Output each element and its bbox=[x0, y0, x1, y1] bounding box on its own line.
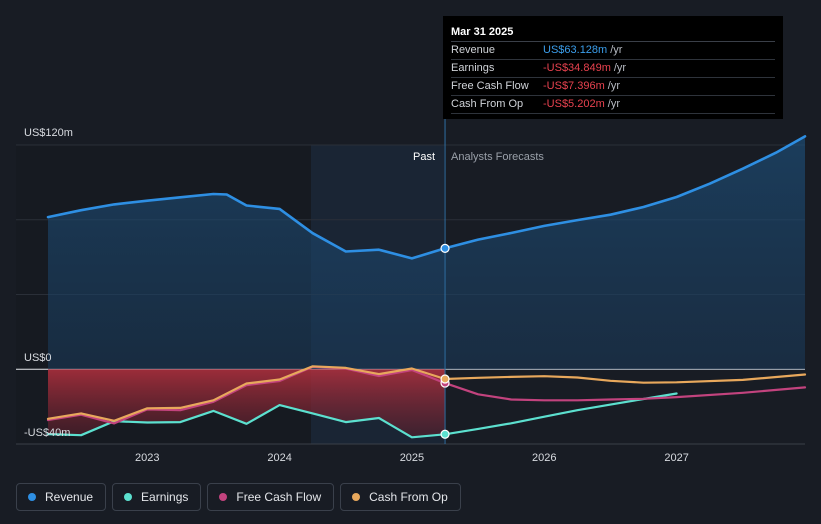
past-label: Past bbox=[413, 151, 435, 163]
legend-label: Cash From Op bbox=[369, 490, 448, 504]
cash-from-op-line bbox=[46, 365, 807, 422]
series-markers bbox=[440, 243, 450, 439]
negative-earnings-area bbox=[48, 369, 445, 438]
tooltip-label: Revenue bbox=[451, 44, 496, 56]
legend-label: Free Cash Flow bbox=[236, 490, 322, 504]
tooltip-unit: /yr bbox=[613, 62, 627, 74]
tooltip-value: -US$34.849m bbox=[543, 62, 611, 74]
data-tooltip: Mar 31 2025 Revenue US$63.128m /yr Earni… bbox=[443, 16, 783, 119]
free-cash-flow-dot-icon bbox=[219, 493, 228, 501]
chart-legend: Revenue Earnings Free Cash Flow Cash Fro… bbox=[16, 483, 461, 511]
earnings-marker bbox=[440, 429, 450, 439]
revenue-dot-icon bbox=[28, 493, 36, 501]
y-label-bottom: -US$40m bbox=[24, 427, 70, 439]
legend-item-free-cash-flow[interactable]: Free Cash Flow bbox=[207, 483, 335, 511]
free-cash-flow-line bbox=[46, 365, 807, 425]
legend-label: Earnings bbox=[141, 490, 189, 504]
tooltip-row-cash-from-op: Cash From Op -US$5.202m /yr bbox=[451, 96, 775, 114]
tooltip-date: Mar 31 2025 bbox=[451, 24, 775, 42]
legend-label: Revenue bbox=[45, 490, 94, 504]
tooltip-label: Free Cash Flow bbox=[451, 80, 529, 92]
tooltip-label: Cash From Op bbox=[451, 98, 524, 110]
legend-item-earnings[interactable]: Earnings bbox=[112, 483, 202, 511]
revenue-marker bbox=[440, 243, 450, 253]
y-label-zero: US$0 bbox=[24, 352, 52, 364]
x-axis-ticks: 2023 2024 2025 2026 2027 bbox=[135, 452, 689, 464]
tooltip-row-free-cash-flow: Free Cash Flow -US$7.396m /yr bbox=[451, 78, 775, 96]
tooltip-label: Earnings bbox=[451, 62, 495, 74]
tooltip-value: -US$7.396m bbox=[543, 80, 605, 92]
legend-item-cash-from-op[interactable]: Cash From Op bbox=[340, 483, 461, 511]
x-tick-label: 2024 bbox=[267, 452, 291, 464]
revenue-line bbox=[46, 135, 807, 260]
series-lines bbox=[46, 135, 807, 439]
tooltip-value: -US$5.202m bbox=[543, 98, 605, 110]
tooltip-unit: /yr bbox=[610, 44, 623, 56]
legend-item-revenue[interactable]: Revenue bbox=[16, 483, 107, 511]
tooltip-row-earnings: Earnings -US$34.849m /yr bbox=[451, 60, 775, 78]
revenue-area bbox=[48, 136, 805, 370]
tooltip-unit: /yr bbox=[607, 98, 620, 110]
x-tick-label: 2027 bbox=[664, 452, 688, 464]
series-areas bbox=[48, 136, 805, 438]
tooltip-unit: /yr bbox=[607, 80, 620, 92]
x-tick-label: 2026 bbox=[532, 452, 556, 464]
earnings-dot-icon bbox=[124, 493, 133, 501]
tooltip-value: US$63.128m bbox=[543, 44, 608, 56]
earnings-line bbox=[46, 392, 678, 439]
forecast-label: Analysts Forecasts bbox=[451, 151, 544, 163]
x-tick-label: 2025 bbox=[400, 452, 424, 464]
cash-from-op-marker bbox=[440, 374, 450, 384]
tooltip-row-revenue: Revenue US$63.128m /yr bbox=[451, 42, 775, 60]
axis-labels: US$120m US$0 -US$40m Past Analysts Forec… bbox=[24, 127, 544, 439]
x-tick-label: 2023 bbox=[135, 452, 159, 464]
cash-from-op-dot-icon bbox=[352, 493, 361, 501]
y-label-top: US$120m bbox=[24, 127, 73, 139]
